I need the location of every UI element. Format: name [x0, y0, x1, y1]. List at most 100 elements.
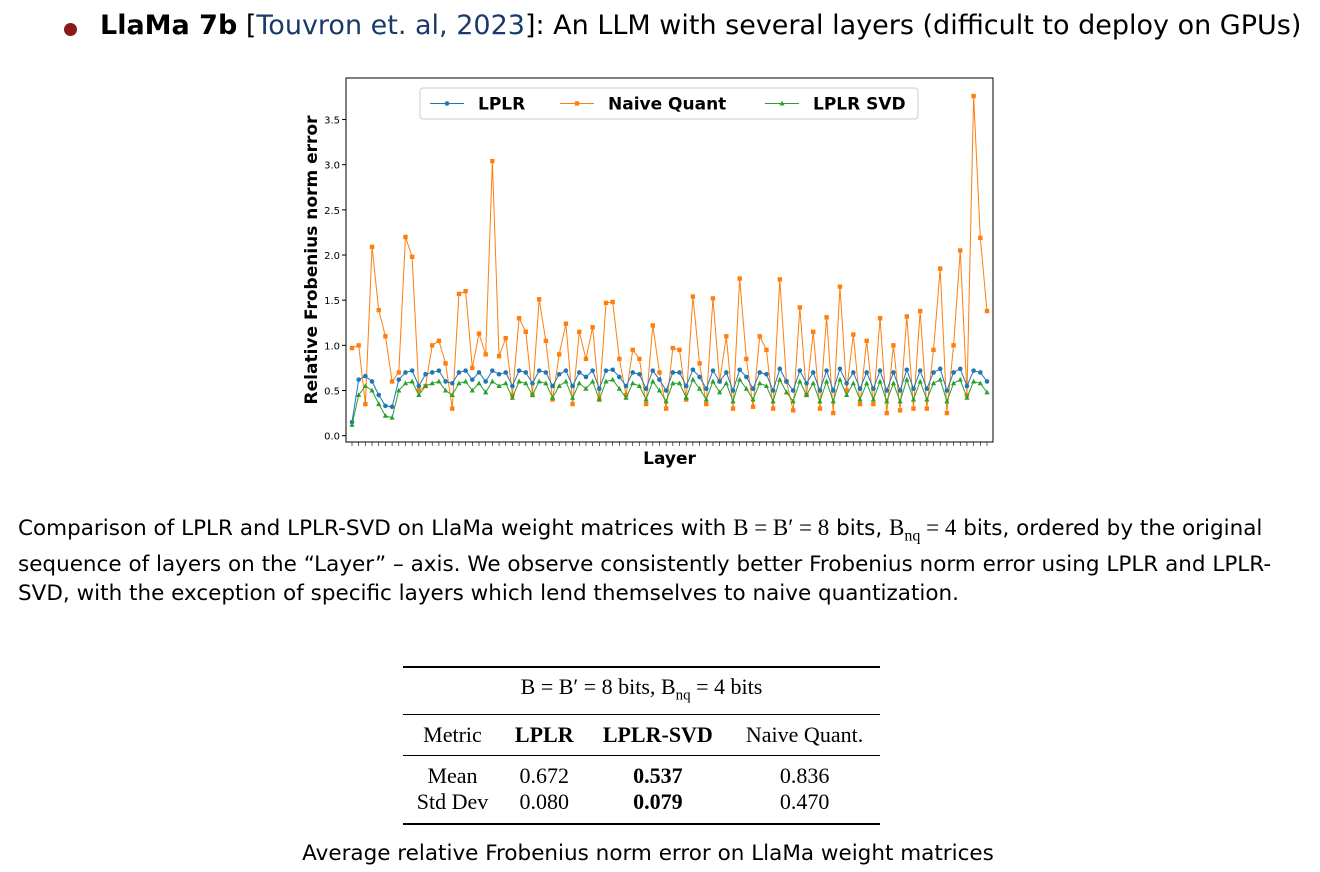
math: = 4 [920, 515, 957, 540]
bullet [64, 23, 77, 36]
point [383, 403, 388, 409]
point [877, 316, 883, 321]
series-line [351, 96, 988, 414]
text: bits, ordered by the original sequence o… [18, 516, 1272, 607]
point [663, 388, 669, 393]
point [944, 410, 950, 416]
point [770, 398, 776, 404]
point [396, 387, 402, 393]
point [924, 406, 930, 411]
citation[interactable]: Touvron et. al, 2023 [256, 10, 525, 41]
point [964, 383, 970, 389]
point [984, 308, 990, 314]
point [850, 380, 856, 386]
point [977, 380, 983, 386]
point [503, 380, 509, 386]
point [877, 378, 883, 384]
point [944, 398, 950, 404]
point [349, 422, 355, 427]
point [590, 368, 595, 373]
point [757, 380, 763, 386]
point [683, 394, 689, 400]
point [456, 370, 462, 375]
point [884, 388, 890, 393]
point [590, 378, 596, 384]
cell: 0.079 [586, 789, 730, 826]
math: B = B′ = 8 [733, 515, 830, 540]
point [396, 370, 401, 375]
table-caption: Average relative Frobenius norm error on… [302, 841, 994, 866]
point [470, 377, 475, 382]
point [389, 414, 395, 420]
chart: 0.0 0.5 1.0 1.5 2.0 2.5 3.0 3.5 Layer Relative Fr… [302, 77, 994, 469]
y-tick-label: 2.5 [324, 206, 340, 217]
header-cell: Metric [403, 714, 503, 756]
point [924, 386, 930, 392]
point [583, 356, 589, 362]
point [797, 305, 803, 310]
point [389, 404, 395, 410]
point [804, 380, 809, 386]
point [356, 392, 362, 398]
point [877, 368, 883, 373]
point [831, 410, 836, 416]
point [430, 343, 435, 348]
y-tick-label: 0.5 [324, 387, 340, 398]
point [516, 316, 522, 321]
point [610, 376, 616, 382]
point [617, 374, 622, 380]
point [382, 413, 389, 418]
cell: Mean [403, 755, 503, 790]
point [630, 380, 636, 386]
point [823, 378, 830, 384]
heading: LlaMa 7b [Touvron et. al, 2023]: An LLM … [100, 10, 1301, 41]
point [643, 396, 649, 402]
point [710, 378, 716, 384]
point [797, 368, 803, 373]
point [362, 383, 368, 388]
point [871, 401, 876, 407]
results-table: B = B′ = 8 bits, Bnq = 4 bits Metric LPL… [403, 666, 880, 826]
point [924, 396, 930, 402]
point [463, 378, 469, 384]
point [971, 378, 977, 384]
point [817, 388, 823, 393]
point [583, 385, 589, 391]
point [844, 380, 849, 386]
point [857, 396, 863, 402]
math-sub: nq [675, 687, 691, 704]
point [750, 396, 756, 402]
point [964, 394, 970, 400]
point [884, 410, 889, 416]
point [536, 297, 542, 302]
point [409, 254, 415, 260]
point [663, 406, 669, 411]
point [556, 371, 562, 377]
point [496, 371, 502, 377]
point [663, 398, 669, 404]
point [590, 325, 595, 330]
point [984, 389, 990, 395]
point [476, 370, 482, 375]
point [730, 388, 736, 393]
point [890, 380, 897, 386]
point [503, 335, 508, 341]
point [931, 370, 936, 375]
point [543, 338, 549, 344]
text: bits, [829, 516, 890, 541]
point [864, 380, 870, 386]
point [416, 383, 422, 389]
point [363, 373, 368, 379]
point [764, 347, 769, 353]
point [363, 401, 368, 407]
point [784, 379, 789, 384]
point [897, 388, 903, 393]
point [509, 394, 516, 400]
point [911, 406, 916, 411]
point [570, 383, 575, 389]
cell: 0.537 [586, 755, 730, 790]
point [724, 334, 729, 339]
point [516, 378, 522, 384]
point [697, 374, 702, 380]
point [557, 352, 562, 357]
